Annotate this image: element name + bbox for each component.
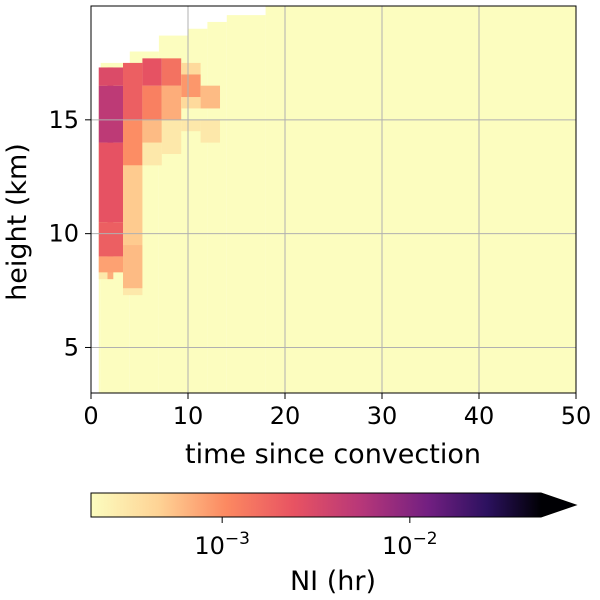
grid-lines bbox=[91, 6, 576, 393]
background-cell bbox=[226, 15, 266, 393]
colorbar-label: NI (hr) bbox=[290, 566, 376, 597]
heatmap-cell bbox=[98, 67, 124, 86]
heatmap-cell bbox=[200, 119, 221, 143]
colorbar-extend-arrow bbox=[541, 493, 576, 517]
colorbar-tick-label: 10−2 bbox=[382, 529, 438, 560]
heatmap-cell bbox=[142, 142, 162, 166]
heatmap-cell bbox=[142, 58, 162, 86]
heatmap-cell bbox=[98, 222, 124, 257]
plot-area bbox=[91, 6, 576, 393]
x-tick-label: 20 bbox=[270, 402, 301, 430]
y-tick-label: 15 bbox=[48, 106, 79, 134]
y-tick-label: 5 bbox=[64, 333, 79, 361]
background-cell bbox=[207, 21, 227, 393]
heatmap-cell bbox=[123, 165, 143, 246]
heatmap-cell bbox=[98, 85, 124, 143]
heatmap-cell bbox=[123, 288, 143, 296]
heatmap-cell bbox=[181, 74, 201, 98]
heatmap-cell bbox=[161, 58, 182, 86]
colorbar-tick-exponent: −2 bbox=[413, 529, 438, 549]
colorbar-outline bbox=[90, 492, 578, 518]
y-axis-label: height (km) bbox=[2, 143, 33, 301]
heatmap-cell bbox=[181, 119, 201, 132]
colorbar-tick-exponent: −3 bbox=[225, 529, 250, 549]
heatmap-cell bbox=[98, 142, 124, 223]
heatmap-cell bbox=[123, 62, 143, 120]
background-cell bbox=[265, 6, 285, 393]
heatmap-cell bbox=[181, 97, 201, 109]
heatmap-cell bbox=[142, 119, 162, 143]
colorbar: 10−3 10−2 NI (hr) bbox=[90, 492, 578, 597]
x-tick-label: 30 bbox=[367, 402, 398, 430]
colorbar-tick-label: 10−3 bbox=[194, 529, 250, 560]
x-tick-label: 0 bbox=[83, 402, 98, 430]
y-tick-label: 10 bbox=[48, 220, 79, 248]
heatmap-cell bbox=[181, 62, 201, 75]
y-axis: 5 10 15 bbox=[48, 106, 91, 361]
heatmap-cell bbox=[123, 119, 143, 166]
heatmap-cell bbox=[161, 85, 182, 120]
plot-frame bbox=[90, 5, 577, 394]
x-axis: 0 10 20 30 40 50 bbox=[83, 393, 591, 430]
heatmap-cell bbox=[200, 85, 221, 109]
x-tick-label: 50 bbox=[561, 402, 592, 430]
colorbar-ticks: 10−3 10−2 bbox=[194, 517, 438, 560]
x-tick-label: 10 bbox=[173, 402, 204, 430]
heatmap-cell bbox=[98, 256, 124, 273]
heatmap-cell bbox=[123, 245, 143, 289]
x-tick-label: 40 bbox=[464, 402, 495, 430]
background-cell bbox=[285, 6, 576, 393]
x-axis-label: time since convection bbox=[185, 439, 481, 470]
heatmap-cell bbox=[142, 85, 162, 120]
colorbar-gradient bbox=[91, 493, 541, 517]
heatmap-cells bbox=[98, 6, 576, 393]
heatmap-cell bbox=[161, 119, 182, 154]
